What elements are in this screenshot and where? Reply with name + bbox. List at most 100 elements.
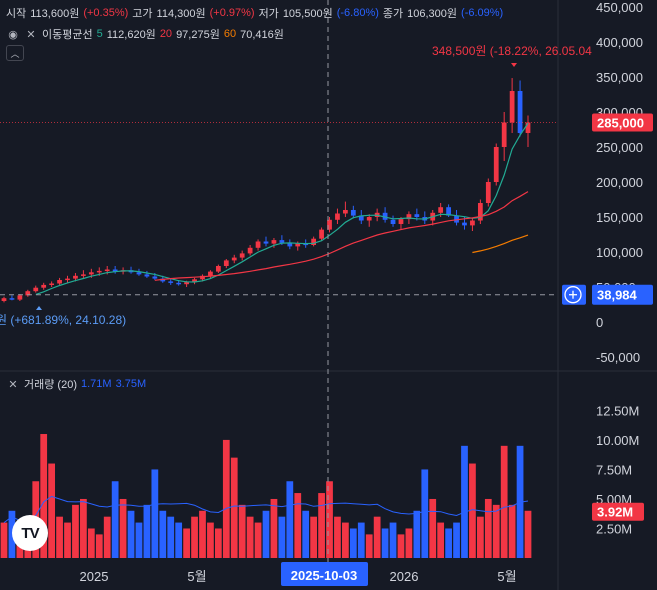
candle-body <box>271 240 277 244</box>
time-axis-label: 2026 <box>390 569 419 584</box>
candle-body <box>239 253 245 258</box>
collapse-legend-button[interactable]: ︿ <box>6 45 24 61</box>
price-tick-label: 450,000 <box>596 0 643 15</box>
candle-body <box>104 269 110 271</box>
volume-value-1: 1.71M <box>80 378 112 390</box>
volume-bar <box>230 457 238 558</box>
volume-bar <box>199 510 206 558</box>
low-value: 105,500원 <box>282 8 333 20</box>
ma20-period: 20 <box>159 28 173 40</box>
close-icon[interactable]: ✕ <box>8 378 18 391</box>
ma5-line <box>35 122 529 295</box>
visibility-toggle-icon[interactable]: ◉ <box>8 28 18 41</box>
volume-bar <box>80 498 87 558</box>
candle-body <box>200 275 205 280</box>
ma60-line <box>472 234 529 254</box>
chevron-up-icon: ︿ <box>10 48 20 59</box>
candle-body <box>493 147 499 182</box>
candle-body <box>438 207 444 213</box>
price-tick-label: -50,000 <box>596 350 640 365</box>
candle-body <box>398 219 404 224</box>
time-axis-label: 2025 <box>80 569 109 584</box>
high-marker-label: 348,500원 (-18.22%, 26.05.04 <box>432 44 592 58</box>
volume-bar <box>461 445 468 558</box>
low-marker-arrow <box>36 306 42 310</box>
volume-bar <box>127 510 135 558</box>
candle-body <box>366 217 372 221</box>
volume-bar <box>246 516 254 558</box>
volume-bar <box>445 528 452 558</box>
candle-body <box>168 281 174 283</box>
open-label: 시작 <box>6 8 27 20</box>
volume-bar <box>278 516 286 558</box>
candle-body <box>382 212 388 220</box>
last-price-label: 285,000 <box>597 116 644 131</box>
ma20-value: 97,275원 <box>176 29 220 41</box>
volume-bar <box>48 463 56 558</box>
volume-bar <box>72 504 79 558</box>
candle-body <box>136 272 142 275</box>
volume-bar <box>56 516 63 558</box>
volume-bar <box>262 510 270 558</box>
candle-body <box>57 280 62 284</box>
close-pct: (-6.09%) <box>461 7 504 19</box>
volume-bar <box>334 516 341 558</box>
last-volume-label: 3.92M <box>597 505 633 520</box>
volume-bar <box>143 504 151 558</box>
last-volume-badge <box>592 502 644 521</box>
candle-body <box>414 214 420 217</box>
volume-tick-label: 12.50M <box>596 403 639 418</box>
close-icon[interactable]: ✕ <box>26 28 36 41</box>
volume-bar <box>373 516 381 558</box>
price-tick-label: 100,000 <box>596 245 643 260</box>
candle-body <box>343 210 348 214</box>
candle-body <box>462 222 467 226</box>
candle-body <box>517 91 523 133</box>
candle-body <box>446 207 451 216</box>
tradingview-logo[interactable]: TV <box>12 515 48 551</box>
candle-body <box>49 283 55 285</box>
candle-body <box>1 298 7 301</box>
volume-bar <box>238 504 246 558</box>
volume-bar <box>270 498 278 558</box>
volume-bar <box>207 522 214 558</box>
candle-body <box>509 91 515 123</box>
volume-bar <box>183 528 190 558</box>
ma-legend[interactable]: ◉ ✕ 이동평균선 5 112,620원 20 97,275원 60 70,41… <box>6 26 284 42</box>
volume-bar <box>500 445 508 558</box>
volume-bar <box>159 510 167 558</box>
candle-body <box>25 291 31 296</box>
price-tick-label: 150,000 <box>596 210 643 225</box>
volume-bar <box>397 534 405 558</box>
candle-body <box>477 203 483 221</box>
volume-bar <box>135 522 143 558</box>
volume-bar <box>95 534 103 558</box>
ma5-value: 112,620원 <box>106 29 156 41</box>
time-axis-label: 5월 <box>187 569 206 584</box>
high-label: 고가 <box>132 8 153 20</box>
volume-bar <box>167 516 175 558</box>
candle-body <box>327 219 332 230</box>
candle-body <box>319 229 324 239</box>
volume-bar <box>437 522 445 558</box>
crosshair-price-label: 38,984 <box>597 288 638 303</box>
candle-body <box>470 220 475 226</box>
candle-body <box>311 238 317 245</box>
ma60-period: 60 <box>223 28 237 40</box>
candle-body <box>208 271 213 276</box>
volume-bar <box>453 522 460 558</box>
volume-bar <box>413 510 421 558</box>
candle-body <box>96 270 102 273</box>
price-tick-label: 250,000 <box>596 140 643 155</box>
low-label: 저가 <box>258 8 279 20</box>
candle-body <box>112 269 118 272</box>
candle-body <box>65 278 70 281</box>
volume-bar <box>469 463 476 558</box>
volume-bar <box>302 510 310 558</box>
candle-body <box>152 276 158 279</box>
volume-bar <box>421 469 429 558</box>
candle-body <box>41 284 47 288</box>
candle-body <box>335 213 340 220</box>
ma-title: 이동평균선 <box>42 29 93 41</box>
